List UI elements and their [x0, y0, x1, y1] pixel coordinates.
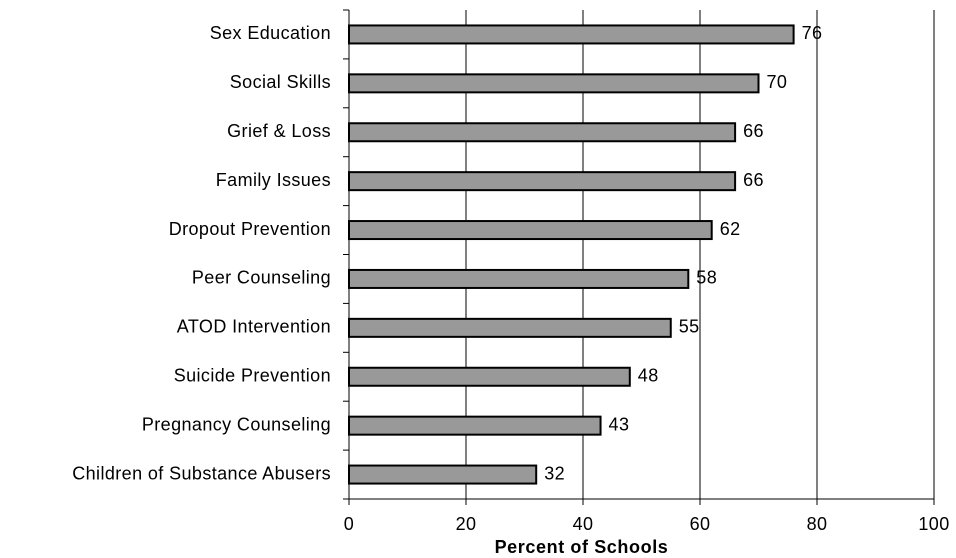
data-label: 62	[720, 219, 741, 239]
data-label: 55	[679, 317, 700, 337]
x-axis-title: Percent of Schools	[495, 537, 669, 557]
bar-5	[348, 220, 713, 241]
category-label: Children of Substance Abusers	[72, 463, 331, 483]
data-label: 70	[767, 72, 788, 92]
bar-4	[348, 171, 737, 192]
bar-2	[348, 73, 760, 94]
category-label: Sex Education	[210, 23, 331, 43]
data-label: 48	[638, 366, 659, 386]
x-tick-label: 20	[456, 514, 477, 534]
data-label: 32	[544, 463, 565, 483]
category-label: Grief & Loss	[227, 121, 331, 141]
x-tick-label: 80	[807, 514, 828, 534]
bar-9	[348, 415, 602, 436]
category-label: Peer Counseling	[192, 268, 331, 288]
bar-3	[348, 122, 737, 143]
data-label: 66	[743, 170, 764, 190]
x-tick-label: 0	[344, 514, 354, 534]
bar-8	[348, 366, 631, 387]
bar-10	[348, 464, 538, 485]
category-label: ATOD Intervention	[177, 317, 331, 337]
bar-6	[348, 268, 690, 289]
category-label: Social Skills	[230, 72, 331, 92]
x-tick-label: 60	[690, 514, 711, 534]
data-label: 58	[696, 268, 717, 288]
category-label: Family Issues	[216, 170, 331, 190]
bar-7	[348, 317, 672, 338]
data-label: 76	[802, 23, 823, 43]
data-label: 66	[743, 121, 764, 141]
category-label: Pregnancy Counseling	[142, 414, 331, 434]
category-label: Suicide Prevention	[174, 366, 331, 386]
x-tick-label: 40	[573, 514, 594, 534]
x-tick-label: 100	[918, 514, 949, 534]
bars	[348, 24, 795, 485]
category-label: Dropout Prevention	[169, 219, 331, 239]
data-label: 43	[609, 414, 630, 434]
bar-1	[348, 24, 795, 45]
axes	[343, 9, 935, 505]
labels: Sex Education 76 Social Skills 70 Grief & Lo…	[72, 23, 949, 534]
